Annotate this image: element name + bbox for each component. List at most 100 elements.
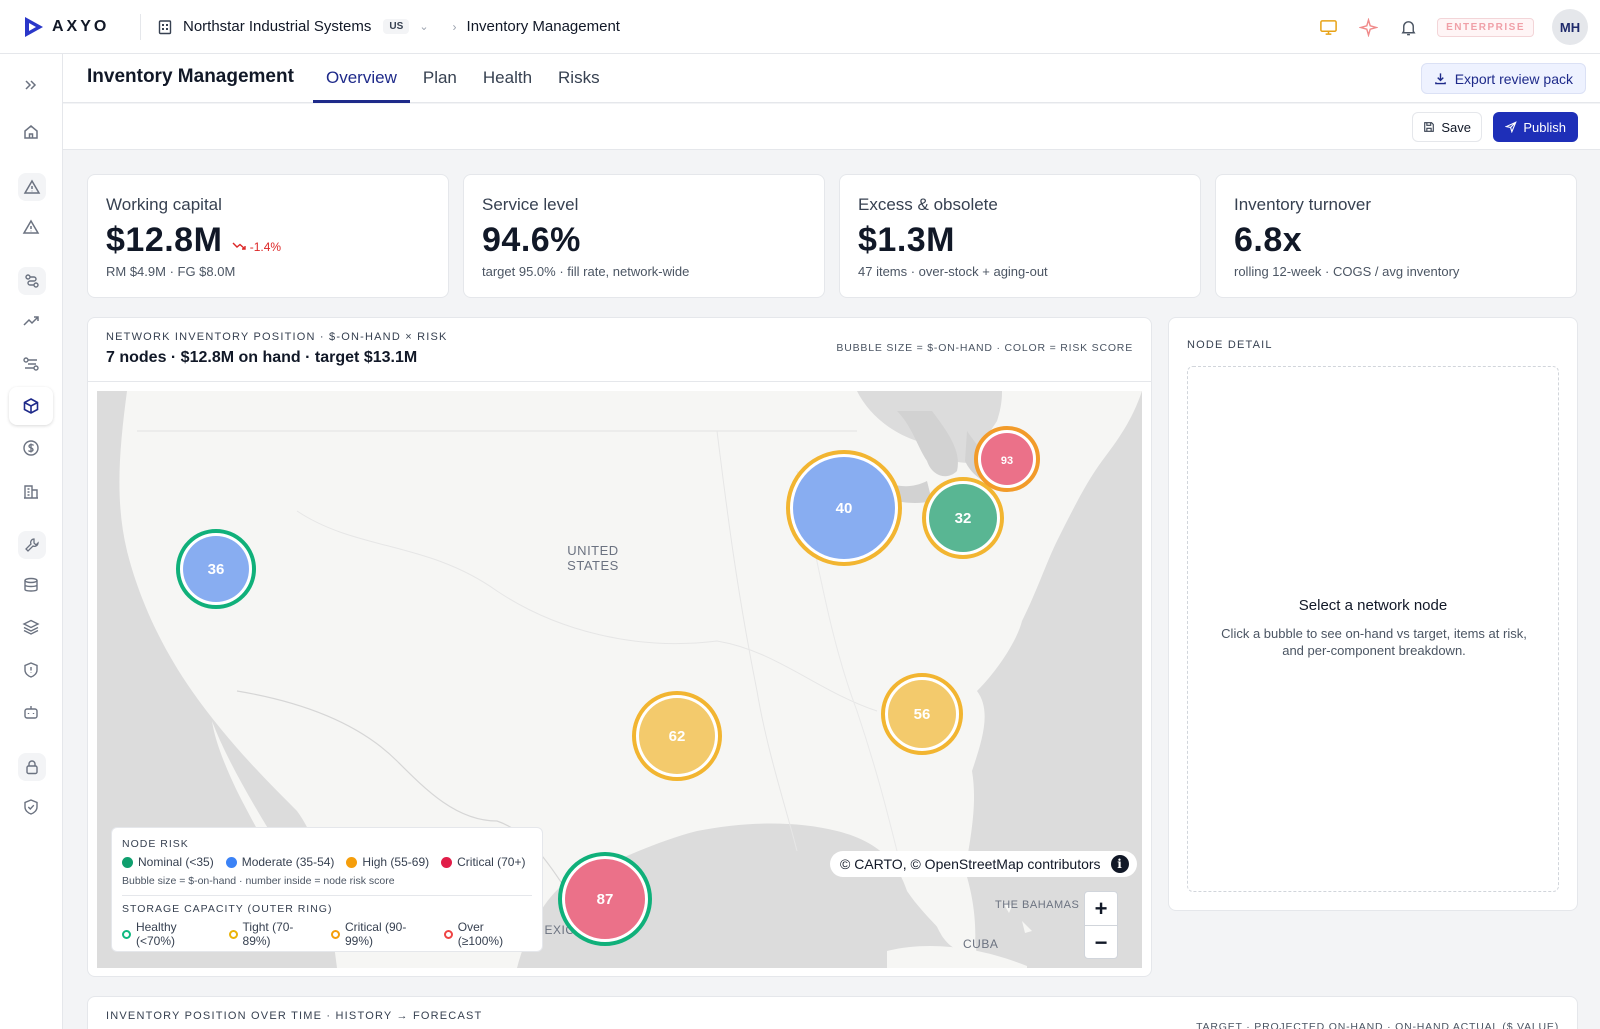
node-bubble-6[interactable]: 87 bbox=[558, 852, 652, 946]
legend-note: Bubble size = $-on-hand · number inside … bbox=[122, 875, 395, 887]
country-label-line1: UNITED bbox=[567, 543, 619, 558]
legend-label: Critical (90-99%) bbox=[344, 920, 407, 948]
node-bubble-3[interactable]: 93 bbox=[974, 426, 1040, 492]
plan-badge: ENTERPRISE bbox=[1437, 17, 1534, 37]
risk-legend-title: NODE RISK bbox=[122, 838, 189, 850]
sparkle-icon[interactable] bbox=[1357, 16, 1379, 38]
database-icon[interactable] bbox=[9, 566, 53, 604]
country-label-line2: STATES bbox=[567, 558, 619, 573]
network-map-panel: NETWORK INVENTORY POSITION · $-ON-HAND ×… bbox=[87, 317, 1152, 977]
building-icon[interactable] bbox=[9, 472, 53, 510]
tab-overview[interactable]: Overview bbox=[313, 54, 410, 103]
send-icon bbox=[1505, 121, 1518, 133]
legend-dot bbox=[441, 856, 453, 868]
avatar[interactable]: MH bbox=[1552, 9, 1588, 45]
zoom-in-button[interactable]: + bbox=[1085, 892, 1117, 926]
chevron-right-icon: › bbox=[452, 19, 457, 34]
legend-label: Moderate (35-54) bbox=[241, 855, 335, 869]
map-attribution[interactable]: © CARTO, © OpenStreetMap contributors i bbox=[830, 851, 1137, 877]
legend-ring bbox=[331, 929, 340, 939]
dollar-icon[interactable] bbox=[9, 429, 53, 467]
lock-icon[interactable] bbox=[18, 753, 46, 781]
kpi-value: 94.6% bbox=[482, 221, 581, 259]
trending-down-icon bbox=[232, 242, 247, 250]
package-icon[interactable] bbox=[9, 387, 53, 425]
kpi-label: Excess & obsolete bbox=[858, 195, 998, 214]
save-button[interactable]: Save bbox=[1412, 112, 1482, 142]
building-icon bbox=[158, 19, 172, 34]
bell-icon[interactable] bbox=[1397, 16, 1419, 38]
bot-icon[interactable] bbox=[9, 693, 53, 731]
tab-health[interactable]: Health bbox=[482, 68, 533, 87]
legend-item: High (55-69) bbox=[346, 855, 429, 869]
node-bubble-2[interactable]: 32 bbox=[922, 477, 1004, 559]
legend-item: Over (≥100%) bbox=[443, 920, 532, 948]
capacity-legend-title: STORAGE CAPACITY (OUTER RING) bbox=[122, 903, 333, 915]
kpi-inventory-turnover[interactable]: Inventory turnover 6.8x rolling 12-week … bbox=[1215, 174, 1577, 298]
legend-label: Over (≥100%) bbox=[457, 920, 504, 948]
publish-button[interactable]: Publish bbox=[1493, 112, 1578, 142]
legend-label: Tight (70-89%) bbox=[242, 920, 294, 948]
risk-fill bbox=[981, 433, 1033, 485]
kpi-excess-obsolete[interactable]: Excess & obsolete $1.3M 47 items · over-… bbox=[839, 174, 1201, 298]
tab-risks[interactable]: Risks bbox=[558, 68, 600, 87]
capacity-legend-row: Healthy (<70%) Tight (70-89%) Critical (… bbox=[122, 920, 532, 948]
top-bar: AXYO Northstar Industrial Systems US ⌄ ›… bbox=[0, 0, 1600, 54]
kpi-working-capital[interactable]: Working capital $12.8M -1.4% RM $4.9M · … bbox=[87, 174, 449, 298]
region-badge: US bbox=[383, 19, 410, 34]
org-switcher[interactable]: Northstar Industrial Systems US ⌄ bbox=[157, 18, 429, 35]
risk-legend-row: Nominal (<35) Moderate (35-54) High (55-… bbox=[122, 855, 532, 869]
wrench-icon[interactable] bbox=[18, 531, 46, 559]
kpi-label: Service level bbox=[482, 195, 579, 214]
legend-dot bbox=[346, 856, 358, 868]
route-icon[interactable] bbox=[18, 267, 46, 295]
zoom-out-button[interactable]: − bbox=[1094, 930, 1108, 955]
sidebar bbox=[0, 54, 63, 1029]
alert-triangle-icon[interactable] bbox=[18, 173, 46, 201]
layers-icon[interactable] bbox=[9, 608, 53, 646]
shield-check-icon[interactable] bbox=[9, 788, 53, 826]
node-bubble-0[interactable]: 36 bbox=[176, 529, 256, 609]
kpi-label: Inventory turnover bbox=[1234, 195, 1372, 214]
node-detail-panel: NODE DETAIL Select a network node Click … bbox=[1168, 317, 1578, 911]
legend-label: Critical (70+) bbox=[457, 855, 526, 869]
publish-label: Publish bbox=[1523, 119, 1566, 135]
divider bbox=[122, 895, 532, 896]
risk-fill bbox=[793, 457, 895, 559]
node-bubble-5[interactable]: 56 bbox=[881, 673, 963, 755]
risk-fill bbox=[888, 680, 956, 748]
brand-logo[interactable]: AXYO bbox=[22, 15, 118, 39]
breadcrumb[interactable]: Inventory Management bbox=[466, 18, 620, 35]
node-bubble-1[interactable]: 40 bbox=[786, 450, 902, 566]
page-title: Inventory Management bbox=[87, 66, 294, 87]
node-bubble-4[interactable]: 62 bbox=[632, 691, 722, 781]
expand-icon[interactable] bbox=[9, 66, 53, 104]
axyo-logo-icon bbox=[25, 16, 43, 37]
export-review-pack-button[interactable]: Export review pack bbox=[1420, 63, 1586, 94]
kpi-delta: -1.4% bbox=[232, 240, 281, 254]
timeline-overline: INVENTORY POSITION OVER TIME · HISTORY →… bbox=[106, 1010, 483, 1022]
kpi-sub: rolling 12-week · COGS / avg inventory bbox=[1234, 264, 1460, 279]
kpi-value-row: $12.8M -1.4% bbox=[106, 221, 430, 260]
info-icon[interactable]: i bbox=[1110, 855, 1129, 873]
legend-item: Moderate (35-54) bbox=[225, 855, 335, 869]
trending-up-icon[interactable] bbox=[9, 302, 53, 340]
panel-title: 7 nodes · $12.8M on hand · target $13.1M bbox=[106, 349, 418, 366]
kpi-value: 6.8x bbox=[1234, 221, 1303, 259]
kpi-service-level[interactable]: Service level 94.6% target 95.0% · fill … bbox=[463, 174, 825, 298]
network-map[interactable]: UNITED STATES MEXICO THE BAHAMAS CUBA 36… bbox=[97, 391, 1142, 968]
tab-plan[interactable]: Plan bbox=[422, 68, 457, 87]
flow-icon[interactable] bbox=[9, 345, 53, 383]
legend-item: Critical (90-99%) bbox=[331, 920, 434, 948]
save-label: Save bbox=[1441, 119, 1471, 135]
warning-icon[interactable] bbox=[9, 208, 53, 246]
chevron-down-icon[interactable]: ⌄ bbox=[419, 21, 429, 33]
monitor-icon[interactable] bbox=[1317, 16, 1339, 38]
shield-alert-icon[interactable] bbox=[9, 651, 53, 689]
node-bubbles: 36 40 32 93 62 56 87 bbox=[176, 426, 1040, 946]
page-header: Inventory Management Overview Plan Healt… bbox=[63, 54, 1600, 103]
legend-item: Tight (70-89%) bbox=[228, 920, 321, 948]
legend-dot bbox=[122, 856, 133, 868]
home-icon[interactable] bbox=[9, 113, 53, 151]
kpi-delta-value: -1.4% bbox=[249, 240, 282, 254]
